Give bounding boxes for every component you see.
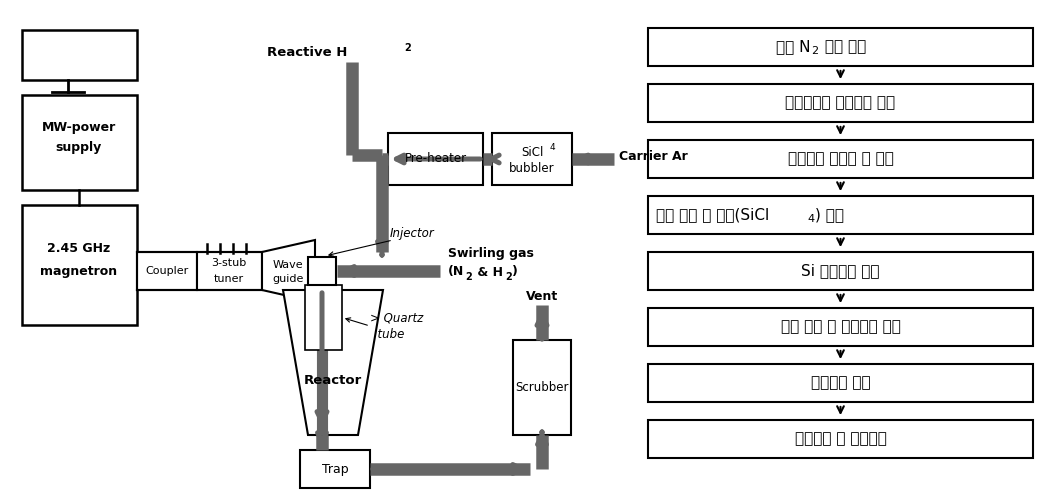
Text: 2: 2 [505,272,512,282]
Text: (N: (N [448,265,465,278]
Text: 마이크로파 플라즈마 형성: 마이크로파 플라즈마 형성 [786,96,895,111]
Text: tube: tube [370,327,404,340]
Text: ) 주입: ) 주입 [815,207,844,223]
Text: 2: 2 [465,272,472,282]
Text: 가스 주입: 가스 주입 [821,40,867,55]
Text: 4: 4 [550,143,555,152]
Text: Trap: Trap [322,462,348,476]
Bar [492,133,572,185]
Text: Reactive H: Reactive H [266,46,347,59]
Text: ): ) [512,265,517,278]
Bar [648,28,1033,66]
Text: magnetron: magnetron [40,265,117,278]
Bar [308,257,336,285]
Text: Vent: Vent [526,291,559,304]
Text: Reactor: Reactor [304,373,362,386]
Text: 4: 4 [807,214,814,224]
Text: bubbler: bubbler [509,163,554,176]
Bar [305,285,342,350]
Text: 특성분석 및 전지평가: 특성분석 및 전지평가 [794,432,886,446]
Bar [513,340,571,435]
Text: Coupler: Coupler [146,266,189,276]
Bar [648,308,1033,346]
Text: SiCl: SiCl [521,146,543,160]
Text: Swirling gas: Swirling gas [448,248,534,260]
Bar [22,30,137,80]
Text: 플라즈마 안정화 및 예열: 플라즈마 안정화 및 예열 [788,151,893,167]
Text: 나노분말 포집: 나노분말 포집 [811,375,870,390]
Text: 수소 가스 및 원료(SiCl: 수소 가스 및 원료(SiCl [656,207,769,223]
Bar [388,133,483,185]
Text: supply: supply [56,141,102,154]
Text: & H: & H [473,265,503,278]
Bar [22,95,137,190]
Text: 스숳 N: 스숳 N [776,40,811,55]
Text: Si 나노분말 합성: Si 나노분말 합성 [802,263,880,278]
Text: MW-power: MW-power [42,122,116,134]
Polygon shape [283,290,383,435]
Text: Injector: Injector [390,227,435,240]
Bar [648,252,1033,290]
Bar [197,252,262,290]
Text: tuner: tuner [214,274,244,284]
Text: Carrier Ar: Carrier Ar [619,150,687,164]
Text: Scrubber: Scrubber [515,381,569,394]
Text: 2: 2 [404,43,411,53]
Bar [648,420,1033,458]
Polygon shape [262,240,315,302]
Bar [137,252,197,290]
Text: 2: 2 [811,46,818,56]
Bar [648,140,1033,178]
Text: Wave: Wave [272,260,303,270]
Bar [648,196,1033,234]
Text: 2.45 GHz: 2.45 GHz [48,242,111,254]
Text: Pre-heater: Pre-heater [404,152,467,166]
Text: guide: guide [272,274,304,284]
Text: 3-stub: 3-stub [211,258,247,268]
Bar [300,450,370,488]
Bar [648,84,1033,122]
Bar [648,364,1033,402]
Text: 반응 종료 후 잔류가스 배출: 반응 종료 후 잔류가스 배출 [780,319,901,334]
Text: > Quartz: > Quartz [370,311,423,324]
Bar [22,205,137,325]
